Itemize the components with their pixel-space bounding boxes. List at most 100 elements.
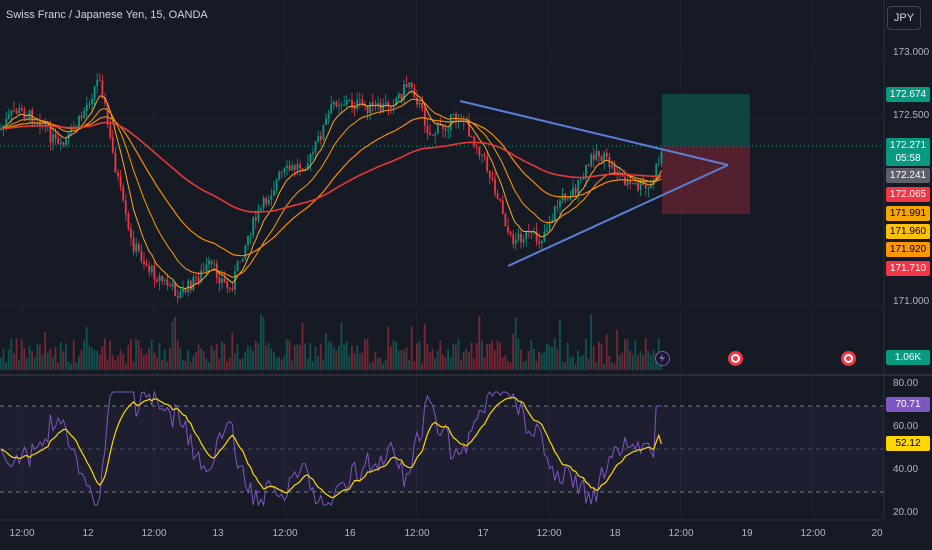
candle-body (228, 287, 231, 289)
volume-bar (631, 354, 634, 370)
candle-body (574, 187, 577, 194)
lower-trendline[interactable] (507, 164, 729, 267)
volume-bar (527, 351, 530, 370)
take-profit-zone[interactable] (662, 94, 750, 146)
candle-body (275, 179, 278, 191)
volume-bar (501, 356, 504, 370)
rsi-ma-tag: 52.12 (886, 436, 930, 451)
candle-body (626, 180, 629, 186)
volume-bar (364, 339, 366, 370)
volume-bar (514, 317, 517, 370)
candle-body (408, 82, 411, 88)
volume-bar (377, 357, 379, 370)
upper-trendline[interactable] (459, 100, 729, 166)
ma-2-tag: 171.960 (886, 224, 930, 239)
volume-bar (247, 345, 249, 370)
volume-bar (70, 363, 72, 370)
volume-bar (351, 346, 353, 370)
rsi-value-tag: 70.71 (886, 397, 930, 412)
candle-body (52, 134, 54, 143)
candle-body (423, 108, 426, 126)
candle-body (127, 213, 130, 229)
candle-body (322, 124, 325, 140)
candle-body (582, 178, 585, 180)
candle-body (559, 200, 561, 207)
volume-bar (650, 354, 652, 370)
candle-body (436, 123, 439, 134)
moving-average-line (1, 121, 662, 213)
lightning-icon[interactable] (655, 351, 670, 366)
volume-bar (299, 345, 301, 370)
volume-bar (132, 361, 135, 370)
candle-body (5, 118, 8, 126)
candle-body (67, 132, 70, 139)
candle-body (96, 79, 99, 87)
volume-bar (494, 350, 496, 370)
volume-bar (366, 338, 369, 370)
volume-bar (252, 350, 254, 370)
candle-body (169, 285, 171, 287)
volume-bar (161, 359, 163, 370)
candle-body (491, 177, 494, 180)
volume-bar (301, 322, 304, 370)
candle-body (434, 133, 437, 136)
time-tick: 12:00 (141, 528, 167, 539)
candle-body (595, 151, 598, 160)
volume-bar (613, 363, 616, 370)
candle-body (613, 164, 616, 173)
candle-body (442, 125, 444, 129)
currency-button[interactable]: JPY (887, 6, 921, 30)
volume-bar (551, 347, 553, 370)
candle-body (525, 230, 528, 240)
volume-bar (644, 338, 647, 370)
volume-bar (637, 355, 639, 370)
candle-body (288, 165, 291, 171)
candle-body (356, 100, 359, 109)
volume-bar (387, 326, 390, 370)
volume-bar (540, 353, 543, 370)
volume-bar (85, 327, 88, 370)
candle-body (501, 200, 504, 215)
candle-body (327, 113, 330, 119)
volume-bar (52, 357, 54, 370)
volume-bar (179, 347, 182, 370)
volume-bar (205, 358, 208, 370)
volume-bar (338, 345, 340, 370)
candle-body (514, 239, 517, 244)
candle-body (431, 135, 434, 137)
candle-body (605, 152, 608, 157)
volume-bar (442, 354, 444, 370)
economic-event-icon[interactable] (728, 351, 743, 366)
candle-body (200, 270, 203, 282)
candle-body (512, 234, 515, 244)
candle-body (163, 279, 166, 281)
volume-bar (119, 349, 122, 370)
volume-bar (283, 355, 286, 370)
triangle-pattern[interactable] (459, 100, 729, 267)
time-tick: 12:00 (668, 528, 694, 539)
stop-loss-zone[interactable] (662, 146, 750, 214)
volume-bar (166, 361, 169, 370)
volume-bar (291, 360, 293, 370)
economic-event-icon[interactable] (841, 351, 856, 366)
candle-body (158, 275, 161, 282)
volume-bar (400, 349, 403, 370)
candle-body (195, 276, 197, 278)
volume-bar (564, 362, 566, 370)
volume-bar (20, 339, 23, 370)
volume-bar (618, 354, 621, 370)
volume-bar (384, 359, 387, 370)
time-tick: 12:00 (9, 528, 35, 539)
volume-bar (624, 338, 626, 370)
symbol-title[interactable]: Swiss Franc / Japanese Yen, 15, OANDA (6, 9, 208, 21)
volume-bar (218, 358, 221, 370)
volume-bar (460, 360, 462, 370)
volume-bar (215, 344, 218, 370)
volume-bar (429, 352, 431, 370)
volume-bars (0, 314, 663, 370)
candle-body (13, 110, 15, 112)
candle-body (343, 104, 346, 106)
candle-body (54, 134, 57, 139)
volume-bar (7, 349, 10, 370)
